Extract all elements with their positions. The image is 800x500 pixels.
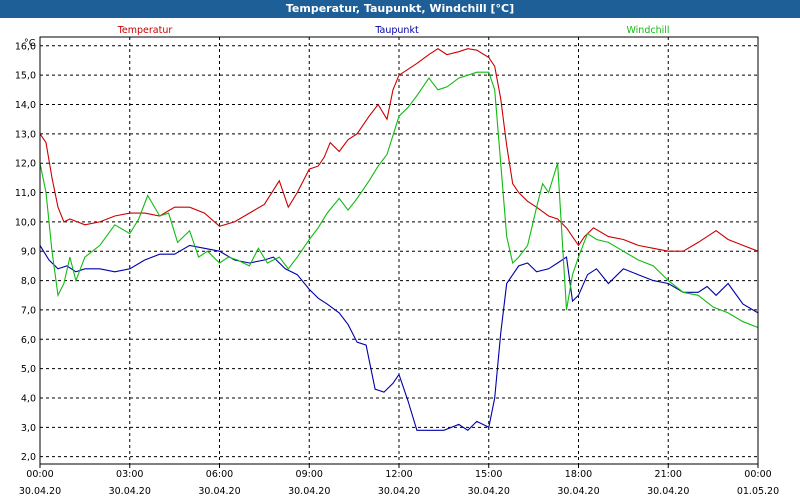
series-line-taupunkt	[39, 244, 759, 432]
legend-taupunkt: Taupunkt	[374, 25, 419, 36]
series-line-windchill	[39, 71, 759, 329]
x-tick-time: 21:00	[655, 469, 682, 480]
plot-background	[0, 18, 800, 500]
legend-temperatur: Temperatur	[117, 25, 173, 36]
x-tick-date: 30.04.20	[468, 486, 510, 497]
y-tick-label: 4,0	[21, 393, 36, 404]
chart-title: Temperatur, Taupunkt, Windchill [°C]	[0, 0, 800, 19]
legend: Temperatur Taupunkt Windchill	[117, 25, 670, 36]
y-tick-label: 13,0	[15, 129, 36, 140]
line-chart: 2,0 3,0 4,0 5,0 6,0 7,0 8,0 9,0 10,0 11,0 12,0 13,0…	[0, 18, 800, 500]
x-tick-time: 03:00	[116, 469, 143, 480]
x-tick-date: 30.04.20	[378, 486, 420, 497]
x-tick-date: 30.04.20	[557, 486, 599, 497]
y-tick-label: 10,0	[15, 217, 36, 228]
y-tick-label: 5,0	[21, 364, 36, 375]
x-tick-time: 12:00	[385, 469, 412, 480]
y-tick-label: 16,0	[15, 41, 36, 52]
axes: 2,0 3,0 4,0 5,0 6,0 7,0 8,0 9,0 10,0 11,0 12,0 13,0…	[15, 36, 779, 497]
x-tick-time: 00:00	[744, 469, 771, 480]
y-tick-label: 8,0	[21, 276, 36, 287]
x-tick-time: 00:00	[26, 469, 53, 480]
x-tick-time: 09:00	[296, 469, 323, 480]
x-tick-date: 30.04.20	[198, 486, 240, 497]
plot-frame	[39, 36, 759, 465]
y-tick-label: 3,0	[21, 423, 36, 434]
y-axis-label: °C	[24, 38, 36, 49]
y-tick-label: 12,0	[15, 159, 36, 170]
x-tick-date: 30.04.20	[109, 486, 151, 497]
y-tick-label: 15,0	[15, 71, 36, 82]
x-tick-date: 30.04.20	[19, 486, 61, 497]
y-tick-label: 6,0	[21, 335, 36, 346]
x-tick-date: 30.04.20	[288, 486, 330, 497]
y-tick-label: 11,0	[15, 188, 36, 199]
y-tick-label: 7,0	[21, 305, 36, 316]
legend-windchill: Windchill	[626, 25, 669, 36]
series-layer	[39, 48, 759, 432]
x-tick-time: 06:00	[206, 469, 233, 480]
y-tick-label: 9,0	[21, 247, 36, 258]
x-tick-time: 15:00	[475, 469, 502, 480]
x-tick-date: 01.05.20	[737, 486, 779, 497]
y-tick-label: 14,0	[15, 100, 36, 111]
x-tick-date: 30.04.20	[647, 486, 689, 497]
y-tick-label: 2,0	[21, 452, 36, 463]
x-tick-time: 18:00	[565, 469, 592, 480]
series-line-temperatur	[39, 48, 759, 252]
